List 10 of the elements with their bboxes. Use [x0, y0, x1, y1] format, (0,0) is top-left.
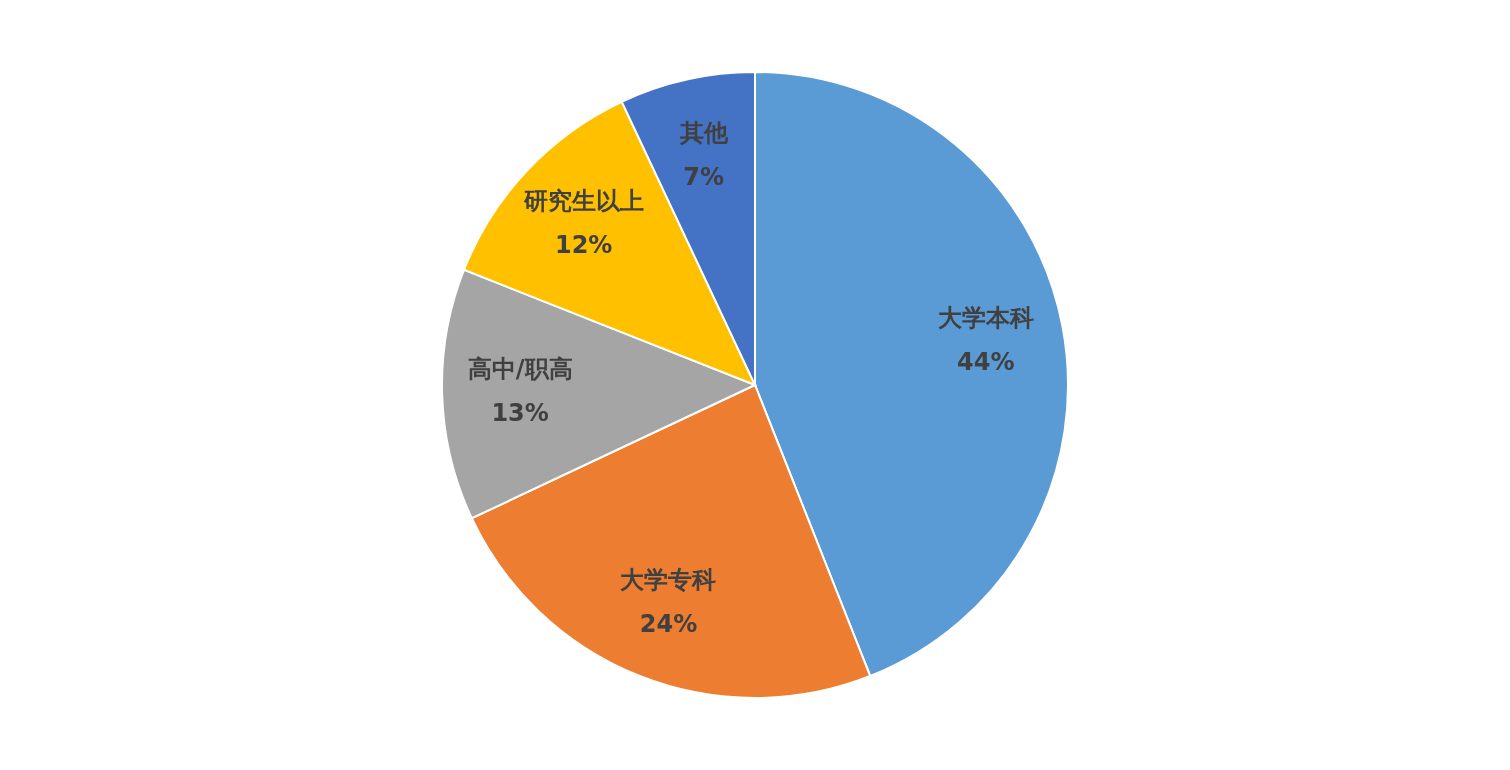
- data-label: 7%: [683, 162, 725, 191]
- slice-label: 大学专科: [620, 566, 717, 595]
- slice-label: 研究生以上: [522, 187, 644, 216]
- data-label: 12%: [554, 231, 613, 260]
- data-label: 13%: [491, 399, 549, 428]
- data-label: 24%: [639, 610, 698, 639]
- slice-label: 其他: [678, 118, 729, 147]
- data-label: 44%: [957, 347, 1015, 376]
- slice-label: 大学本科: [937, 303, 1034, 332]
- slice-label: 高中/职高: [467, 355, 573, 384]
